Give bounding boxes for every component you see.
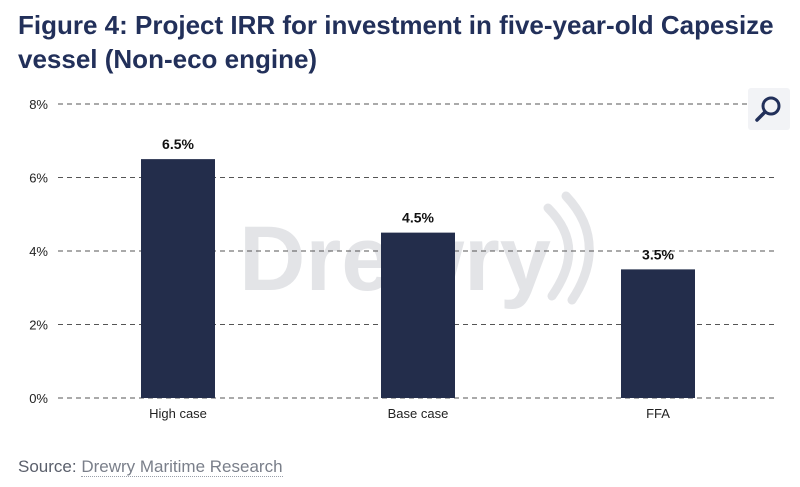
y-tick-label: 2% — [29, 318, 48, 333]
y-tick-label: 4% — [29, 244, 48, 259]
bar — [381, 232, 455, 398]
y-tick-label: 0% — [29, 391, 48, 406]
y-axis-tick-labels: 0% 2% 4% 6% 8% — [29, 97, 48, 406]
magnifier-icon — [755, 96, 781, 122]
bar — [141, 159, 215, 398]
source-note: Source: Drewry Maritime Research — [18, 457, 283, 477]
bars — [141, 159, 695, 398]
bar-value-labels: 6.5% 4.5% 3.5% — [162, 136, 674, 262]
bar-value-label: 4.5% — [402, 210, 434, 226]
source-prefix: Source: — [18, 457, 77, 476]
x-tick-label: FFA — [646, 406, 670, 421]
source-link[interactable]: Drewry Maritime Research — [81, 457, 283, 477]
x-tick-label: High case — [149, 406, 207, 421]
bar-value-label: 3.5% — [642, 246, 674, 262]
x-tick-label: Base case — [388, 406, 449, 421]
watermark-flame-icon — [543, 191, 594, 305]
zoom-button[interactable] — [748, 88, 790, 130]
bar-value-label: 6.5% — [162, 136, 194, 152]
x-axis-tick-labels: High case Base case FFA — [149, 406, 670, 421]
y-tick-label: 6% — [29, 171, 48, 186]
bar — [621, 269, 695, 398]
y-tick-label: 8% — [29, 97, 48, 112]
chart-title: Figure 4: Project IRR for investment in … — [18, 10, 774, 74]
